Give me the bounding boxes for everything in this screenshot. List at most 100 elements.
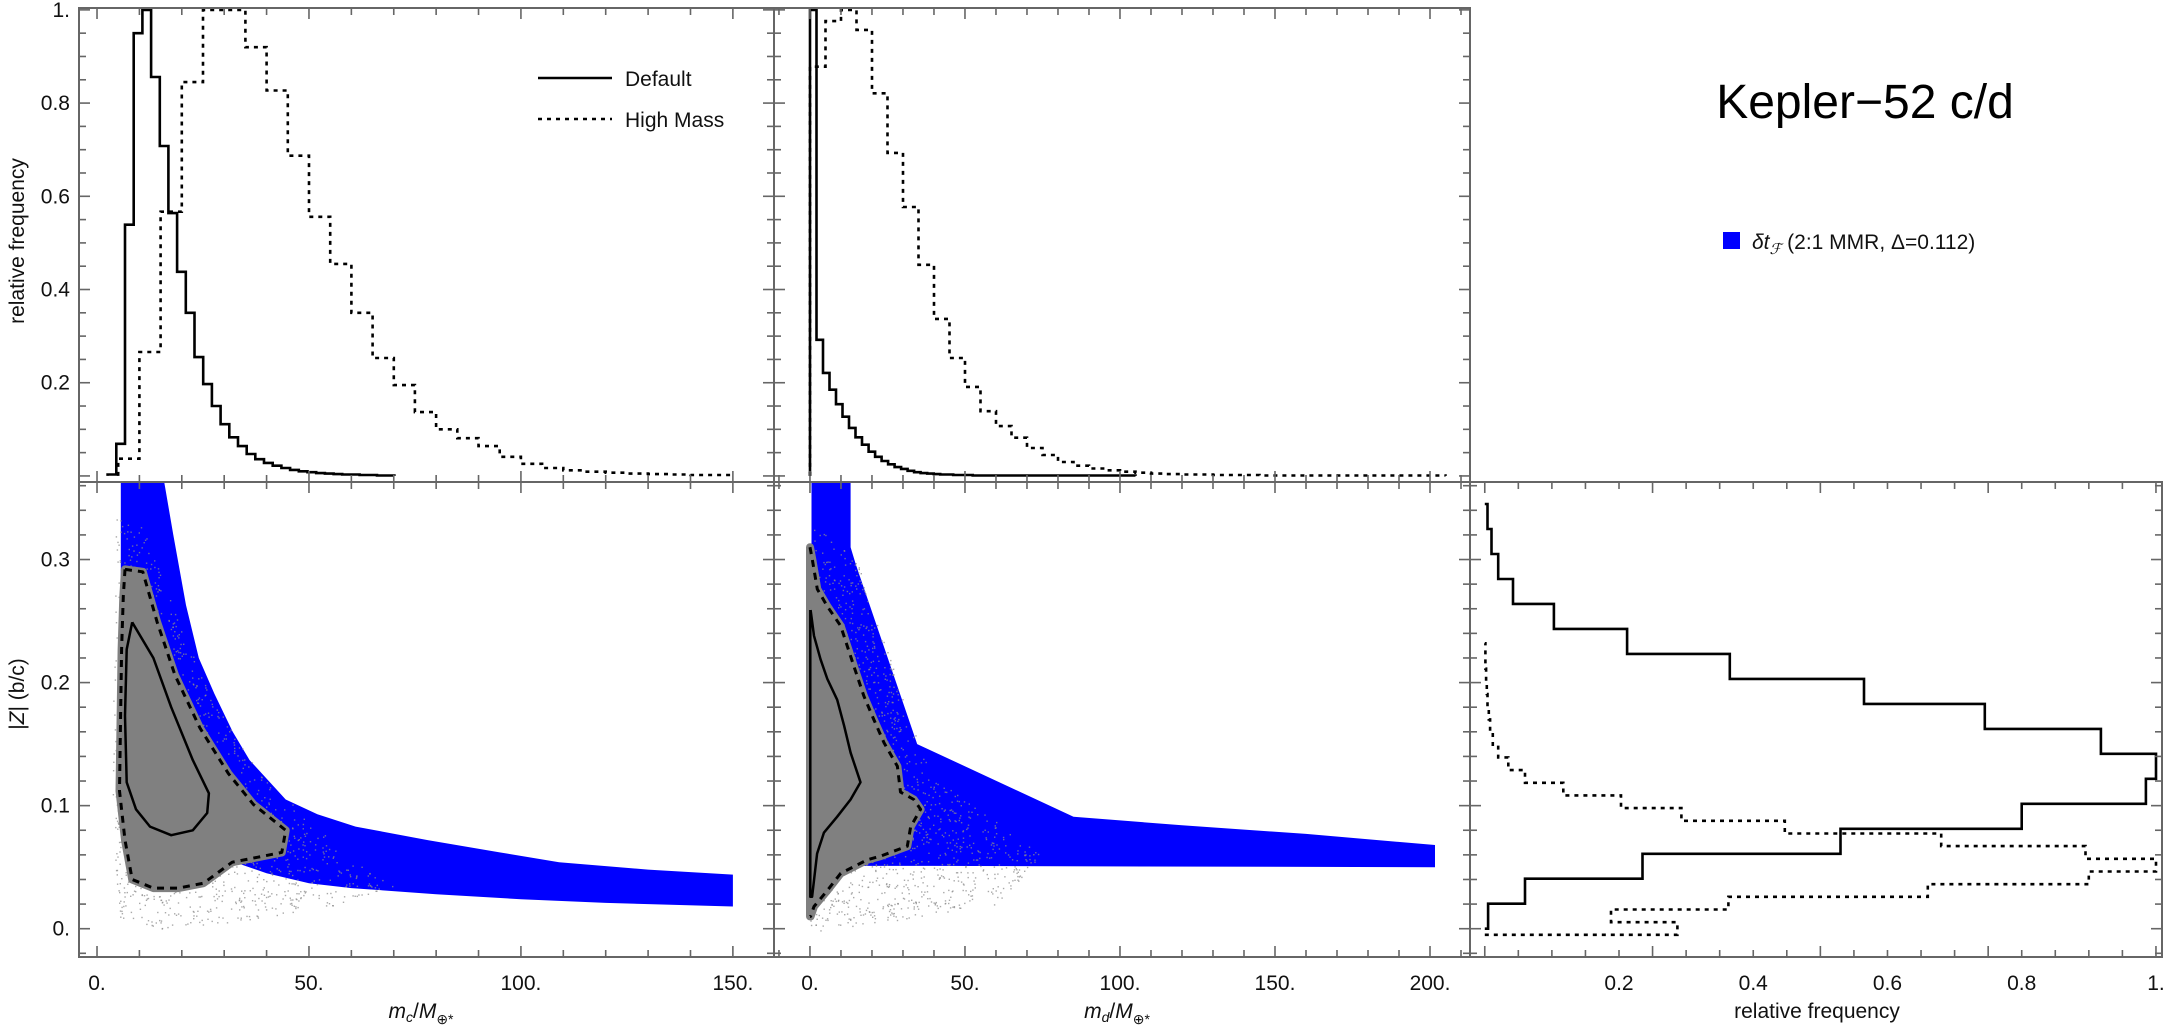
sample-point	[198, 678, 200, 680]
sample-point	[952, 839, 954, 841]
sample-point	[944, 809, 946, 811]
sample-point	[147, 920, 150, 922]
sample-point	[279, 870, 282, 873]
sample-point	[369, 873, 371, 875]
sample-point	[902, 897, 905, 900]
sample-point	[855, 569, 857, 572]
sample-point	[222, 917, 224, 919]
sample-point	[884, 701, 887, 704]
sample-point	[857, 627, 859, 629]
sample-point	[113, 761, 115, 763]
sample-point	[293, 810, 295, 812]
sample-point	[154, 560, 156, 562]
sample-point	[893, 728, 896, 730]
sample-point	[119, 883, 121, 885]
sample-point	[136, 544, 138, 546]
sample-point	[941, 834, 944, 836]
sample-point	[884, 678, 886, 680]
sample-point	[278, 884, 280, 886]
sample-point	[943, 810, 946, 812]
sample-point	[1016, 872, 1018, 875]
sample-point	[897, 699, 900, 701]
sample-point	[282, 912, 284, 914]
sample-point	[829, 589, 832, 591]
sample-point	[955, 812, 957, 814]
plot-area	[806, 482, 1435, 932]
sample-point	[172, 635, 175, 637]
sample-point	[323, 836, 325, 838]
sample-point	[123, 532, 126, 535]
sample-point	[953, 880, 955, 882]
sample-point	[814, 540, 816, 542]
sample-point	[960, 805, 962, 807]
sample-point	[885, 873, 888, 875]
sample-point	[890, 904, 892, 907]
sample-point	[858, 891, 860, 894]
sample-point	[980, 865, 982, 868]
sample-point	[205, 687, 207, 689]
sample-point	[850, 582, 852, 584]
sample-point	[115, 595, 117, 597]
sample-point	[933, 867, 936, 869]
sample-point	[942, 869, 944, 871]
sample-point	[898, 730, 900, 733]
sample-point	[199, 705, 202, 707]
sample-point	[971, 895, 974, 897]
sample-point	[872, 641, 874, 643]
sample-point	[896, 711, 898, 714]
sample-point	[185, 924, 187, 926]
sample-point	[263, 887, 265, 889]
sample-point	[271, 907, 274, 909]
sample-point	[349, 874, 351, 876]
sample-point	[206, 725, 208, 727]
sample-point	[975, 859, 978, 861]
sample-point	[829, 561, 831, 563]
sample-point	[1013, 869, 1016, 871]
sample-point	[1034, 861, 1036, 863]
sample-point	[893, 908, 895, 910]
sample-point	[889, 909, 892, 911]
sample-point	[978, 864, 980, 866]
sample-point	[974, 887, 976, 889]
sample-point	[952, 830, 954, 832]
sample-point	[841, 613, 844, 615]
sample-point	[146, 923, 148, 926]
sample-point	[841, 911, 843, 913]
sample-point	[994, 873, 996, 876]
sample-point	[160, 922, 162, 924]
sample-point	[923, 894, 925, 896]
sample-point	[190, 922, 192, 924]
sample-point	[933, 902, 935, 904]
sample-point	[325, 905, 328, 907]
sample-point	[214, 899, 216, 902]
sample-point	[874, 681, 876, 684]
sample-point	[324, 835, 327, 837]
sample-point	[864, 913, 867, 915]
x-tick-label: 50.	[950, 972, 979, 995]
sample-point	[303, 890, 306, 893]
sample-point	[323, 856, 326, 858]
x-tick-label: 0.	[88, 972, 106, 995]
sample-point	[206, 910, 209, 912]
sample-point	[893, 674, 895, 676]
sample-point	[238, 760, 241, 762]
sample-point	[814, 529, 816, 532]
sample-point	[990, 844, 993, 846]
sample-point	[897, 713, 899, 715]
sample-point	[891, 862, 894, 864]
sample-point	[953, 906, 956, 909]
sample-point	[871, 911, 873, 914]
sample-point	[868, 902, 870, 904]
sample-point	[1001, 897, 1003, 899]
sample-point	[968, 811, 970, 813]
sample-point	[212, 706, 214, 708]
sample-point	[254, 900, 256, 902]
sample-point	[863, 587, 865, 589]
sample-point	[912, 874, 914, 876]
sample-point	[127, 531, 129, 533]
sample-point	[127, 881, 130, 883]
sample-point	[228, 873, 230, 875]
y-tick-label: 0.8	[41, 92, 70, 115]
y-tick-label: 0.4	[41, 279, 71, 302]
sample-point	[957, 876, 959, 878]
